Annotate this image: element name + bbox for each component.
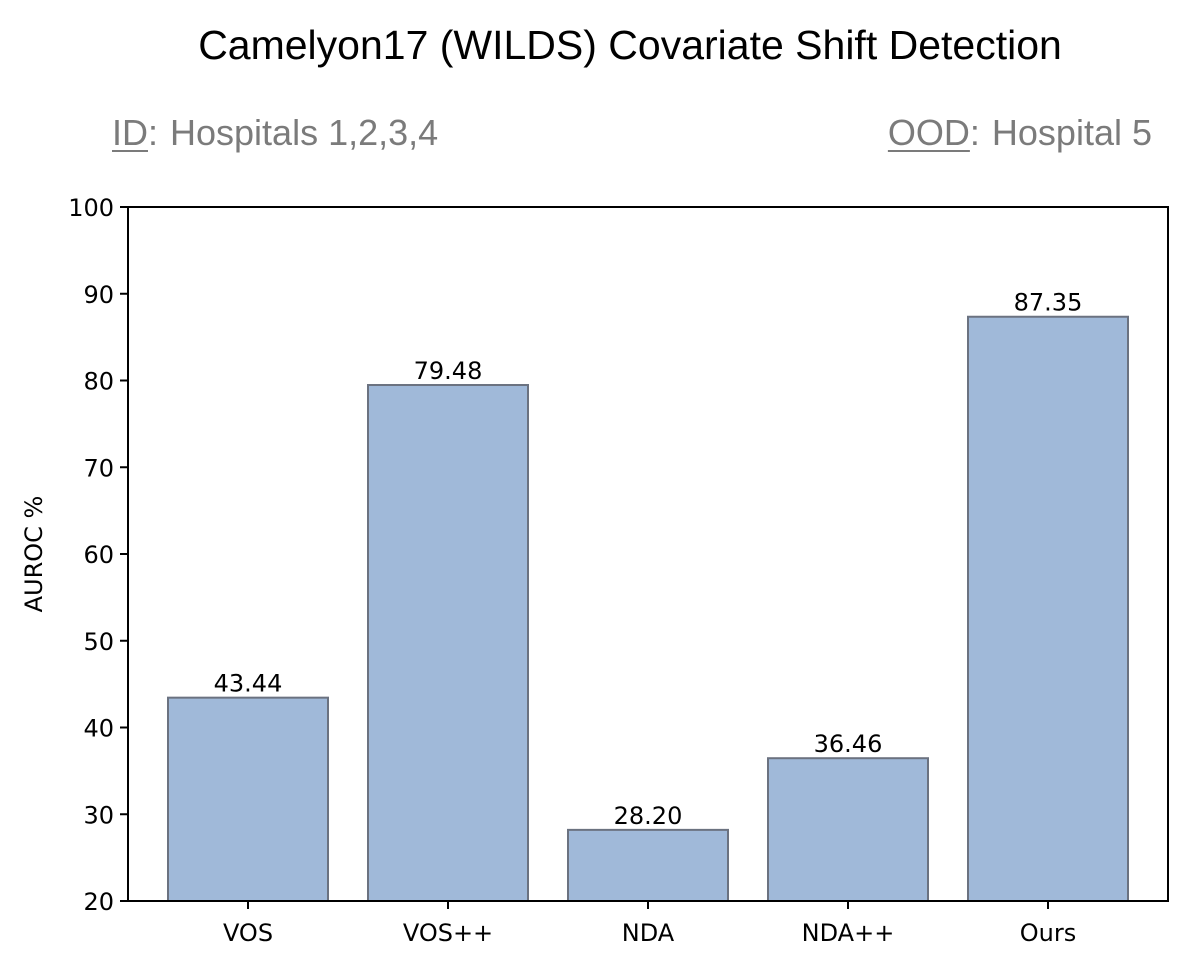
y-tick-label: 70 bbox=[83, 454, 114, 482]
bars-layer bbox=[167, 315, 1129, 903]
y-tick-label: 50 bbox=[83, 628, 114, 656]
x-tick-label: Ours bbox=[1020, 919, 1076, 947]
bar-nda bbox=[567, 828, 729, 902]
bar-ours bbox=[967, 315, 1129, 902]
x-tick-label: NDA++ bbox=[802, 919, 895, 947]
id-value: Hospitals 1,2,3,4 bbox=[170, 112, 439, 153]
y-axis-label: AUROC % bbox=[20, 496, 48, 613]
y-tick-label: 90 bbox=[83, 281, 114, 309]
y-tick-label: 80 bbox=[83, 368, 114, 396]
plot-frame bbox=[127, 206, 1169, 902]
chart-title: Camelyon17 (WILDS) Covariate Shift Detec… bbox=[198, 22, 1062, 68]
ood-separator: : bbox=[969, 112, 980, 153]
id-separator: : bbox=[148, 112, 159, 153]
bar-value-label: 43.44 bbox=[214, 670, 283, 698]
x-tick-label: NDA bbox=[622, 919, 675, 947]
bar-value-label: 87.35 bbox=[1014, 289, 1083, 317]
y-tick-label: 100 bbox=[68, 194, 114, 222]
bar-value-label: 36.46 bbox=[814, 730, 883, 758]
ood-subtitle: OOD: Hospital 5 bbox=[888, 112, 1152, 154]
bar-value-label: 28.20 bbox=[614, 802, 683, 830]
bar-vosplusplus bbox=[367, 384, 529, 902]
y-tick-label: 40 bbox=[83, 715, 114, 743]
axes-layer: VOS VOS++ NDA NDA++ Ours 20 30 40 50 60 70 80 90 100 bbox=[68, 194, 1076, 947]
x-tick-label: VOS++ bbox=[403, 919, 493, 947]
x-tick-label: VOS bbox=[223, 919, 273, 947]
y-tick-label: 60 bbox=[83, 541, 114, 569]
ood-key: OOD bbox=[887, 112, 970, 153]
bar-vos bbox=[167, 696, 329, 902]
id-subtitle: ID: Hospitals 1,2,3,4 bbox=[112, 112, 438, 154]
bar-ndaplusplus bbox=[767, 757, 929, 903]
ood-value: Hospital 5 bbox=[991, 112, 1152, 153]
value-labels-layer: 43.44 79.48 28.20 36.46 87.35 bbox=[214, 289, 1083, 830]
y-tick-label: 30 bbox=[83, 801, 114, 829]
y-tick-label: 20 bbox=[83, 888, 114, 916]
id-key: ID bbox=[112, 112, 148, 153]
bar-value-label: 79.48 bbox=[414, 357, 483, 385]
